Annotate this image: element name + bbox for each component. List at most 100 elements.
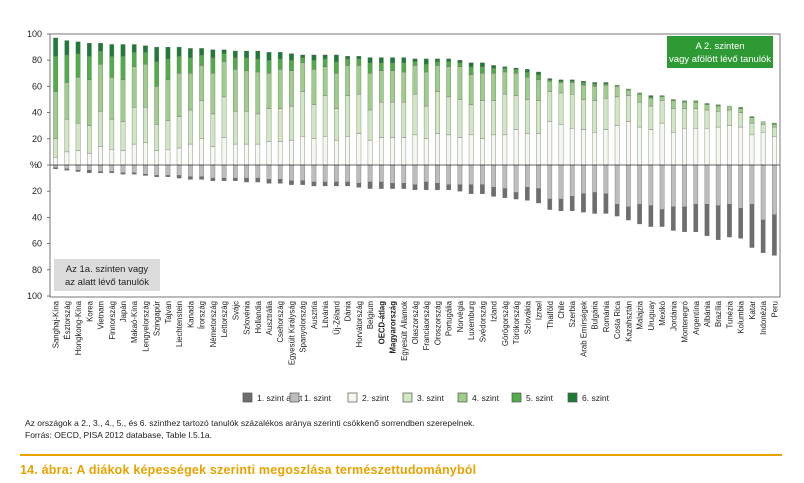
bar-segment-level3 bbox=[232, 111, 238, 145]
stacked-bar-chart: 100 80 60 40 20 0 20 40 60 80 100% Sanghaj-Kína Észt… bbox=[27, 29, 781, 403]
bar-segment-level2 bbox=[277, 141, 283, 166]
bar-segment-level1 bbox=[221, 164, 227, 179]
bar-segment-level3 bbox=[176, 116, 182, 149]
bar-segment-below-level1 bbox=[626, 206, 631, 221]
bar-segment-level4 bbox=[423, 71, 429, 107]
bar-segment-below-level1 bbox=[682, 206, 687, 232]
category-label: Olaszország bbox=[411, 301, 420, 344]
bar-segment-level4 bbox=[603, 84, 609, 99]
bar-segment-level5 bbox=[626, 88, 631, 91]
bar-segment-level5 bbox=[188, 57, 193, 74]
bar-segment-level5 bbox=[637, 92, 642, 95]
bar-segment-level2 bbox=[760, 132, 766, 166]
bar-segment-level2 bbox=[176, 147, 182, 166]
category-label: Szerbia bbox=[568, 300, 577, 327]
bar-segment-below-level1 bbox=[232, 177, 238, 181]
bar-segment-below-level1 bbox=[760, 219, 766, 253]
bar-segment-level4 bbox=[300, 62, 306, 92]
bar-segment-level2 bbox=[367, 139, 373, 166]
bar-segment-level3 bbox=[637, 101, 642, 128]
bar-segment-level3 bbox=[64, 118, 70, 153]
bar-segment-level3 bbox=[423, 105, 429, 139]
bar-segment-level3 bbox=[480, 100, 485, 139]
bar-segment-level2 bbox=[682, 128, 687, 166]
bar-segment-below-level1 bbox=[772, 214, 777, 256]
bar-segment-level1 bbox=[378, 164, 384, 183]
bar-segment-below-level1 bbox=[255, 177, 261, 183]
y-tick-label: 60 bbox=[32, 239, 42, 249]
bar-segment-level5 bbox=[603, 83, 609, 86]
category-label: Albánia bbox=[703, 300, 712, 327]
legend-swatch bbox=[567, 392, 578, 403]
bar-segment-level5 bbox=[64, 54, 70, 83]
category-label: Malajzia bbox=[636, 300, 645, 329]
bar-segment-level4 bbox=[637, 94, 642, 103]
bar-segment-level6 bbox=[109, 44, 115, 57]
bar-segment-level2 bbox=[547, 121, 553, 166]
bar-segment-level4 bbox=[468, 74, 474, 105]
bar-segment-level3 bbox=[435, 91, 440, 134]
bar-segment-level4 bbox=[435, 65, 440, 92]
category-label: Tunézia bbox=[725, 300, 734, 328]
bar-segment-level5 bbox=[491, 67, 496, 74]
bar-segment-level3 bbox=[513, 95, 519, 130]
bar-segment-level6 bbox=[255, 50, 261, 60]
bar-segment-level3 bbox=[670, 108, 676, 133]
y-tick-label: 40 bbox=[32, 108, 42, 118]
bar-segment-level1 bbox=[120, 164, 126, 174]
bar-segment-level2 bbox=[513, 129, 519, 166]
bar-segment-below-level1 bbox=[345, 181, 350, 187]
bar-segment-level1 bbox=[255, 164, 261, 179]
bar-segment-level4 bbox=[457, 66, 463, 100]
y-tick-label: 0 bbox=[37, 160, 42, 170]
bar-segment-level1 bbox=[423, 164, 429, 183]
bar-segment-level3 bbox=[390, 101, 395, 138]
bar-segment-level3 bbox=[277, 108, 283, 142]
bar-segment-level2 bbox=[772, 136, 777, 166]
bar-segment-level1 bbox=[524, 164, 530, 188]
bar-segment-level5 bbox=[53, 56, 58, 92]
bar-segment-level2 bbox=[131, 143, 137, 166]
bar-segment-level2 bbox=[199, 138, 204, 166]
bar-segment-level4 bbox=[715, 105, 721, 112]
bar-segment-level4 bbox=[210, 73, 216, 115]
bar-segment-level3 bbox=[648, 105, 654, 130]
bar-segment-below-level1 bbox=[64, 168, 70, 171]
bar-segment-level3 bbox=[536, 100, 541, 134]
category-label: Lengyelország bbox=[141, 301, 150, 352]
legend-label: 5. szint bbox=[526, 393, 554, 403]
bar-segment-level1 bbox=[210, 164, 216, 179]
legend-swatch bbox=[457, 392, 468, 403]
bar-segment-level2 bbox=[738, 126, 744, 166]
bar-segment-level2 bbox=[98, 146, 103, 166]
bar-segment-level4 bbox=[322, 66, 328, 96]
category-label: Vietnam bbox=[97, 301, 106, 329]
category-label: Finnország bbox=[108, 301, 117, 340]
bar-segment-level5 bbox=[109, 56, 115, 78]
bar-segment-level2 bbox=[491, 134, 496, 166]
bar-segment-level2 bbox=[390, 137, 395, 166]
bar-segment-level5 bbox=[614, 84, 620, 87]
bar-segment-below-level1 bbox=[513, 192, 519, 200]
category-label: Mexikó bbox=[658, 300, 667, 325]
category-label: Írország bbox=[198, 301, 207, 329]
bar-segment-below-level1 bbox=[244, 177, 249, 183]
bar-segment-level4 bbox=[569, 82, 575, 95]
bar-segment-level5 bbox=[232, 57, 238, 70]
legend-label: 1. szint alatt bbox=[257, 393, 303, 403]
bar-segment-level6 bbox=[199, 48, 204, 56]
bar-segment-level1 bbox=[614, 164, 620, 205]
category-label: Litvánia bbox=[321, 300, 330, 328]
bar-segment-level1 bbox=[603, 164, 609, 194]
bar-segment-level6 bbox=[289, 53, 294, 61]
bar-segment-level3 bbox=[311, 104, 317, 139]
bar-segment-level2 bbox=[75, 150, 81, 166]
bar-segment-level5 bbox=[569, 80, 575, 83]
bar-segment-level4 bbox=[131, 66, 137, 108]
y-tick-label: 80 bbox=[32, 55, 42, 65]
bar-segment-below-level1 bbox=[581, 193, 586, 213]
bar-segment-level5 bbox=[378, 62, 384, 71]
bar-segment-level5 bbox=[715, 104, 721, 107]
category-label: Tajvan bbox=[164, 301, 173, 324]
bar-segment-below-level1 bbox=[311, 181, 317, 187]
